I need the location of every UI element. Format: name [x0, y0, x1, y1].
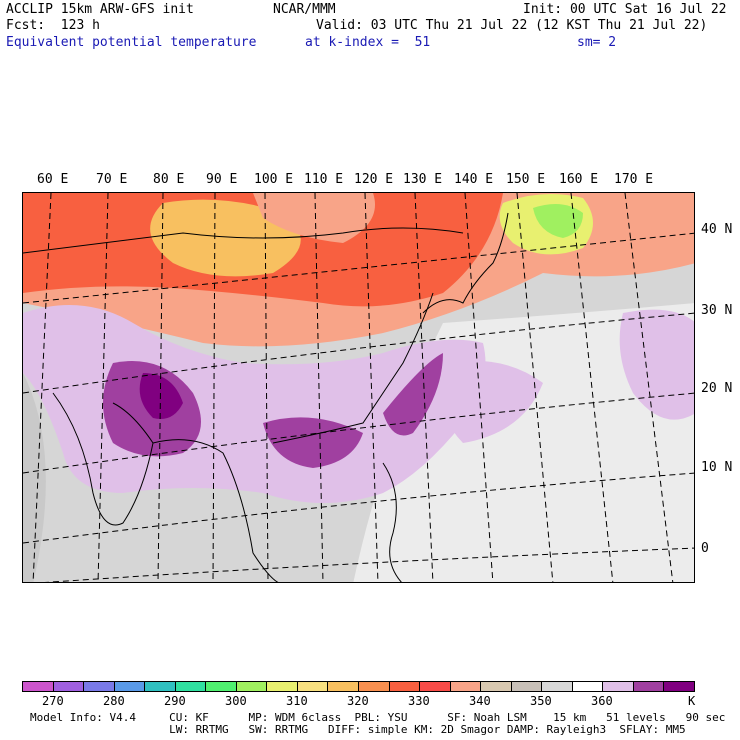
model-title: ACCLIP 15km ARW-GFS init	[6, 2, 194, 17]
lon-label-130e: 130 E	[403, 172, 443, 187]
south-china-sea-maximum	[263, 417, 363, 468]
lon-label-120e: 120 E	[354, 172, 394, 187]
legend-swatch	[511, 682, 543, 691]
korea-japan-coast	[422, 212, 509, 314]
inland-boundaries	[23, 227, 464, 254]
meridian-90e	[212, 193, 216, 582]
lon-label-110e: 110 E	[304, 172, 344, 187]
legend-unit: K	[688, 694, 696, 708]
meridian-80e	[157, 193, 164, 582]
china-coast	[272, 292, 434, 444]
lat-label-10n: 10 N	[701, 460, 733, 475]
legend-swatch	[359, 682, 390, 691]
legend-swatch	[175, 682, 207, 691]
lon-label-150e: 150 E	[506, 172, 546, 187]
model-info-line2: LW: RRTMG SW: RRTMG DIFF: simple KM: 2D …	[30, 723, 686, 736]
legend-swatch	[664, 682, 695, 691]
mongolia-patch	[253, 193, 375, 243]
lon-label-100e: 100 E	[254, 172, 294, 187]
legend-swatch	[542, 682, 573, 691]
parallel-30n	[23, 312, 694, 394]
meridian-120e	[364, 193, 379, 582]
legend-swatch	[145, 682, 176, 691]
east-china-sea-maximum	[383, 353, 443, 436]
legend-swatch	[267, 682, 298, 691]
center-label: NCAR/MMM	[273, 2, 336, 17]
theta-e-map	[22, 192, 695, 583]
legend-swatch	[572, 682, 604, 691]
meridian-100e	[264, 193, 269, 582]
legend-tick-310: 310	[286, 694, 308, 708]
legend-swatch	[23, 682, 54, 691]
map-canvas	[23, 193, 694, 582]
valid-time: Valid: 03 UTC Thu 21 Jul 22 (12 KST Thu …	[316, 18, 708, 33]
lon-label-60e: 60 E	[37, 172, 69, 187]
meridian-140e	[464, 193, 494, 582]
coastlines	[23, 212, 509, 582]
legend-swatch	[297, 682, 329, 691]
legend-swatch	[420, 682, 451, 691]
model-info-line1: Model Info: V4.4 CU: KF MP: WDM 6class P…	[30, 711, 726, 724]
lat-label-30n: 30 N	[701, 303, 733, 318]
field-name: Equivalent potential temperature	[6, 35, 257, 50]
legend-tick-270: 270	[42, 694, 64, 708]
meridian-150e	[516, 193, 554, 582]
forecast-hour: Fcst: 123 h	[6, 18, 100, 33]
legend-tick-350: 350	[530, 694, 552, 708]
legend-swatch	[53, 682, 85, 691]
parallel-10n	[23, 472, 694, 544]
legend-tick-320: 320	[347, 694, 369, 708]
pacific-moist-patch	[440, 360, 543, 443]
color-legend	[22, 681, 695, 692]
legend-swatch	[389, 682, 421, 691]
parallel-0	[44, 547, 694, 582]
legend-swatch	[603, 682, 634, 691]
meridian-60e	[32, 193, 52, 582]
legend-swatch	[633, 682, 665, 691]
lon-label-140e: 140 E	[454, 172, 494, 187]
lon-label-90e: 90 E	[206, 172, 238, 187]
philippines-coast	[382, 462, 402, 582]
india-coast	[52, 392, 154, 526]
meridian-130e	[414, 193, 434, 582]
lat-label-40n: 40 N	[701, 222, 733, 237]
level-label: at k-index = 51	[305, 35, 431, 50]
legend-swatch	[114, 682, 146, 691]
legend-tick-330: 330	[408, 694, 430, 708]
legend-swatch	[450, 682, 482, 691]
legend-swatch	[328, 682, 360, 691]
legend-swatch	[84, 682, 115, 691]
meridian-160e	[570, 193, 614, 582]
smoothing-label: sm= 2	[577, 35, 617, 50]
legend-swatch	[206, 682, 237, 691]
meridian-110e	[314, 193, 324, 582]
legend-tick-300: 300	[225, 694, 247, 708]
meridian-170e	[624, 193, 674, 582]
indochina-coast	[152, 439, 279, 582]
legend-swatch	[236, 682, 268, 691]
parallel-40n	[23, 232, 694, 304]
lon-label-70e: 70 E	[96, 172, 128, 187]
legend-swatch	[481, 682, 512, 691]
cool-patch-inner	[533, 204, 583, 238]
graticule	[23, 193, 694, 582]
legend-tick-280: 280	[103, 694, 125, 708]
lat-label-20n: 20 N	[701, 381, 733, 396]
lon-label-160e: 160 E	[559, 172, 599, 187]
bay-of-bengal-core	[139, 373, 183, 419]
init-time: Init: 00 UTC Sat 16 Jul 22	[523, 2, 727, 17]
legend-tick-290: 290	[164, 694, 186, 708]
legend-tick-360: 360	[591, 694, 613, 708]
parallel-20n	[23, 392, 694, 474]
lat-label-0: 0	[701, 541, 709, 556]
meridian-70e	[97, 193, 109, 582]
lon-label-170e: 170 E	[614, 172, 654, 187]
tibet-warm-patch	[150, 199, 301, 277]
western-pacific-patch	[619, 309, 694, 420]
legend-tick-340: 340	[469, 694, 491, 708]
lon-label-80e: 80 E	[153, 172, 185, 187]
